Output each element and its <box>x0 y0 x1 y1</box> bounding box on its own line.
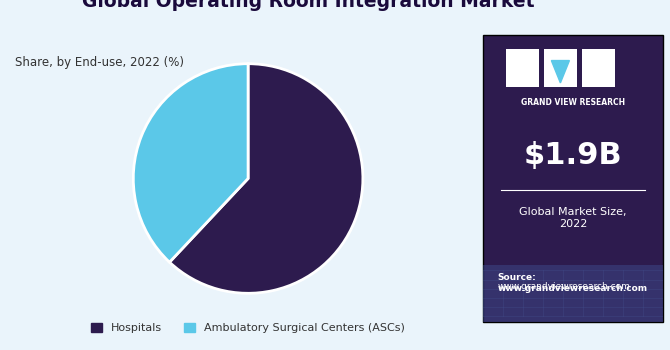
Text: GRAND VIEW RESEARCH: GRAND VIEW RESEARCH <box>521 98 625 107</box>
Text: $1.9B: $1.9B <box>524 141 622 170</box>
Text: Source:
www.grandviewresearch.com: Source: www.grandviewresearch.com <box>497 273 647 293</box>
Legend: Hospitals, Ambulatory Surgical Centers (ASCs): Hospitals, Ambulatory Surgical Centers (… <box>88 320 409 337</box>
Wedge shape <box>133 64 248 262</box>
FancyBboxPatch shape <box>582 49 614 87</box>
Text: www.grandviewresearch.com: www.grandviewresearch.com <box>497 282 630 291</box>
Wedge shape <box>170 64 363 293</box>
FancyBboxPatch shape <box>507 49 539 87</box>
FancyBboxPatch shape <box>544 49 577 87</box>
FancyBboxPatch shape <box>483 265 663 322</box>
Text: Global Operating Room Integration Market: Global Operating Room Integration Market <box>82 0 534 11</box>
Text: Global Market Size,
2022: Global Market Size, 2022 <box>519 207 627 229</box>
Text: Share, by End-use, 2022 (%): Share, by End-use, 2022 (%) <box>15 56 184 69</box>
Polygon shape <box>551 61 570 83</box>
FancyBboxPatch shape <box>483 35 663 322</box>
